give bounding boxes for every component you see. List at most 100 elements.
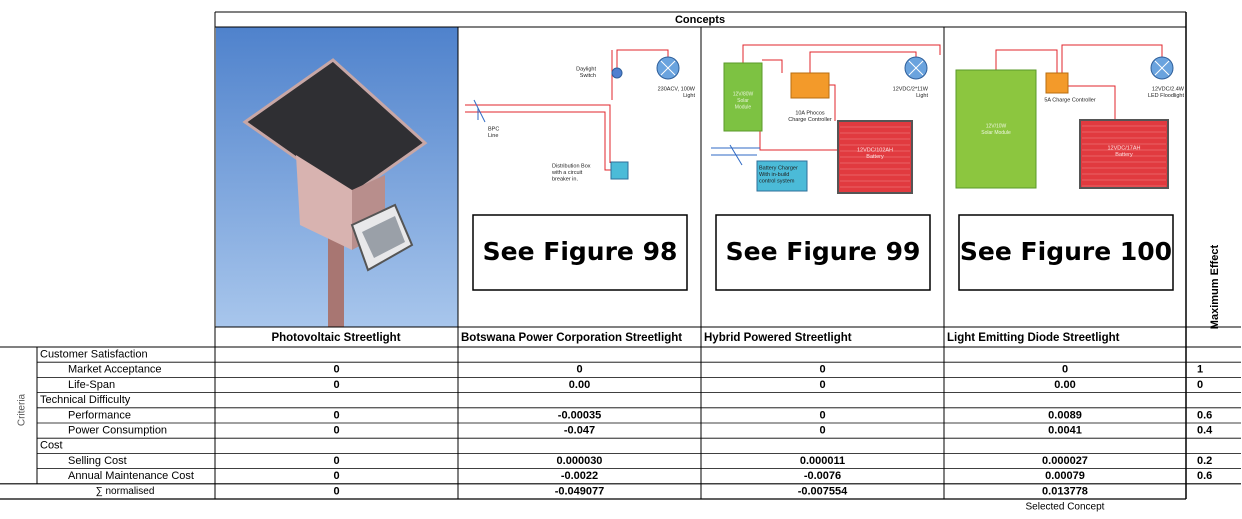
- photo-lamp-glass: [362, 216, 405, 258]
- diagram-label: 12VDC/17AH: [1107, 145, 1140, 151]
- score: 0.00079: [1045, 470, 1085, 482]
- total-label: ∑ normalised: [96, 486, 155, 497]
- figure-box: [472, 214, 688, 291]
- diagram-label: Battery: [1115, 152, 1133, 158]
- rule: [1154, 60, 1170, 76]
- charge-controller: [1045, 72, 1069, 94]
- diagram-label: 12VDC/2.4W: [1152, 86, 1185, 92]
- wire: [1068, 85, 1116, 120]
- max-effect: 0.6: [1197, 470, 1212, 482]
- solar-module: [723, 62, 763, 132]
- wire: [729, 144, 743, 166]
- wire: [465, 111, 611, 171]
- criteria-label: Criteria: [17, 393, 28, 426]
- criterion-label: Market Acceptance: [68, 364, 162, 376]
- wire: [759, 131, 838, 151]
- score: 0.00: [1054, 379, 1075, 391]
- wire: [762, 59, 783, 73]
- max-effect: 0.2: [1197, 455, 1212, 467]
- score: 0: [333, 470, 339, 482]
- diagram-label: BPC: [488, 126, 499, 132]
- group-label: Cost: [40, 440, 63, 452]
- rule: [660, 60, 676, 76]
- score: 0: [333, 364, 339, 376]
- battery: [1079, 119, 1169, 189]
- concept-name: Hybrid Powered Streetlight: [704, 332, 852, 344]
- charge-controller: [790, 72, 830, 99]
- wire: [809, 51, 917, 73]
- criterion-label: Life-Span: [68, 379, 115, 391]
- selected-concept: Selected Concept: [1026, 502, 1105, 513]
- diagram-label: Daylight: [576, 66, 596, 72]
- figure-box: [715, 214, 931, 291]
- max-effect: 0.4: [1197, 425, 1213, 437]
- diagram-label: Battery Charger: [759, 165, 798, 171]
- figure-box: [958, 214, 1174, 291]
- score: 0: [333, 455, 339, 467]
- wire: [829, 84, 836, 121]
- criterion-label: Power Consumption: [68, 425, 167, 437]
- wire: [473, 99, 486, 123]
- score: -0.0076: [804, 470, 841, 482]
- diagram-label: Light: [683, 93, 695, 99]
- score: 0: [576, 364, 582, 376]
- diagram-label: Solar Module: [981, 130, 1011, 136]
- battery-charger: [756, 160, 808, 192]
- score: 0: [333, 425, 339, 437]
- diagram-label: LED Floodlight: [1148, 93, 1185, 99]
- score: -0.047: [564, 425, 595, 437]
- concepts-header: Concepts: [675, 14, 725, 26]
- score: -0.00035: [558, 409, 601, 421]
- diagram-label: Battery: [866, 154, 884, 160]
- diagram-label: Switch: [580, 73, 596, 79]
- total-score: -0.049077: [555, 485, 605, 497]
- score: 0.00: [569, 379, 590, 391]
- score: 0: [819, 379, 825, 391]
- diagram-label: 12VDC/102AH: [857, 147, 893, 153]
- switch: [611, 67, 623, 79]
- figure-ref: See Figure 100: [960, 237, 1172, 266]
- diagram-label: 230ACV, 100W: [658, 86, 696, 92]
- figure-ref: See Figure 99: [726, 237, 921, 266]
- score: 0.000011: [800, 455, 845, 467]
- diagram-label: Distribution Box: [552, 163, 591, 169]
- wire: [616, 49, 669, 73]
- wire: [995, 49, 1058, 73]
- max-effect: 1: [1197, 364, 1203, 376]
- total-score: 0: [333, 485, 339, 497]
- diagram-label: Module: [735, 104, 752, 110]
- solar-module: [955, 69, 1037, 189]
- total-score: -0.007554: [798, 485, 848, 497]
- criterion-label: Performance: [68, 409, 131, 421]
- diagram-label: control system: [759, 178, 795, 184]
- group-label: Technical Difficulty: [40, 394, 131, 406]
- score: 0.000027: [1042, 455, 1088, 467]
- score: 0: [1062, 364, 1068, 376]
- concept-name: Photovoltaic Streetlight: [271, 332, 400, 344]
- score: 0: [819, 364, 825, 376]
- score: 0.0089: [1048, 409, 1082, 421]
- score: 0: [333, 409, 339, 421]
- wire: [742, 44, 941, 63]
- diagram-label: 10A Phocos: [795, 110, 825, 116]
- total-score: 0.013778: [1042, 485, 1088, 497]
- diagram-label: Line: [488, 133, 498, 139]
- diagram-label: 5A Charge Controller: [1044, 97, 1096, 103]
- diagram-label: 12VDC/2*11W: [893, 86, 929, 92]
- photo-box: [296, 155, 352, 250]
- distribution-box: [610, 161, 629, 180]
- score: 0.0041: [1048, 425, 1082, 437]
- max-effect: 0.6: [1197, 409, 1212, 421]
- score: 0: [333, 379, 339, 391]
- concept-name: Botswana Power Corporation Streetlight: [461, 332, 682, 344]
- diagram-label: Charge Controller: [788, 117, 832, 123]
- criterion-label: Annual Maintenance Cost: [68, 470, 194, 482]
- group-label: Customer Satisfaction: [40, 349, 148, 361]
- diagram-label: Light: [916, 93, 928, 99]
- diagram-label: with a circuit: [551, 170, 583, 176]
- score: 0: [819, 409, 825, 421]
- wire: [1061, 44, 1163, 73]
- diagram-label: With in-build: [759, 172, 789, 178]
- figure-ref: See Figure 98: [483, 237, 678, 266]
